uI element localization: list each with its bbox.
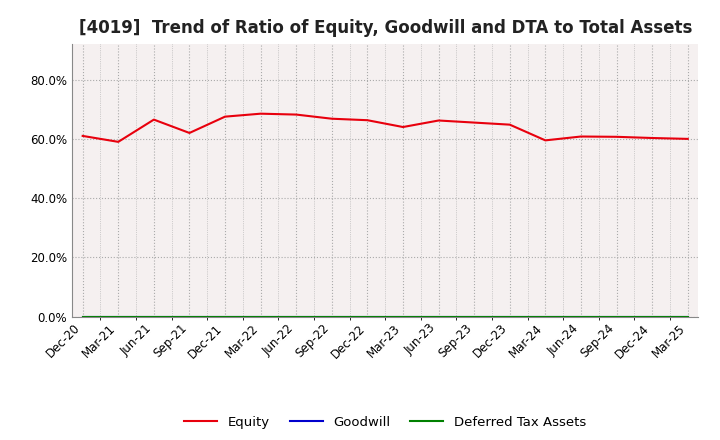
Deferred Tax Assets <box>363 314 372 319</box>
Goodwill <box>648 314 657 319</box>
Equity <box>221 114 230 119</box>
Goodwill <box>328 314 336 319</box>
Deferred Tax Assets <box>577 314 585 319</box>
Goodwill <box>434 314 443 319</box>
Equity <box>185 130 194 136</box>
Goodwill <box>612 314 621 319</box>
Deferred Tax Assets <box>328 314 336 319</box>
Deferred Tax Assets <box>292 314 300 319</box>
Equity <box>256 111 265 116</box>
Equity <box>470 120 479 125</box>
Goodwill <box>78 314 87 319</box>
Equity <box>683 136 692 142</box>
Deferred Tax Assets <box>434 314 443 319</box>
Goodwill <box>256 314 265 319</box>
Deferred Tax Assets <box>114 314 122 319</box>
Equity <box>399 125 408 130</box>
Goodwill <box>470 314 479 319</box>
Equity <box>577 134 585 139</box>
Equity <box>150 117 158 122</box>
Deferred Tax Assets <box>541 314 549 319</box>
Equity <box>505 122 514 127</box>
Deferred Tax Assets <box>683 314 692 319</box>
Goodwill <box>363 314 372 319</box>
Deferred Tax Assets <box>78 314 87 319</box>
Goodwill <box>577 314 585 319</box>
Deferred Tax Assets <box>648 314 657 319</box>
Goodwill <box>221 314 230 319</box>
Line: Equity: Equity <box>83 114 688 142</box>
Deferred Tax Assets <box>505 314 514 319</box>
Goodwill <box>185 314 194 319</box>
Deferred Tax Assets <box>399 314 408 319</box>
Goodwill <box>505 314 514 319</box>
Title: [4019]  Trend of Ratio of Equity, Goodwill and DTA to Total Assets: [4019] Trend of Ratio of Equity, Goodwil… <box>78 19 692 37</box>
Goodwill <box>399 314 408 319</box>
Equity <box>612 134 621 139</box>
Goodwill <box>541 314 549 319</box>
Equity <box>78 133 87 139</box>
Deferred Tax Assets <box>150 314 158 319</box>
Equity <box>434 118 443 123</box>
Goodwill <box>114 314 122 319</box>
Deferred Tax Assets <box>256 314 265 319</box>
Equity <box>292 112 300 117</box>
Deferred Tax Assets <box>470 314 479 319</box>
Deferred Tax Assets <box>221 314 230 319</box>
Equity <box>541 138 549 143</box>
Goodwill <box>292 314 300 319</box>
Goodwill <box>683 314 692 319</box>
Deferred Tax Assets <box>612 314 621 319</box>
Equity <box>648 136 657 141</box>
Equity <box>328 116 336 121</box>
Deferred Tax Assets <box>185 314 194 319</box>
Equity <box>363 117 372 123</box>
Equity <box>114 139 122 144</box>
Goodwill <box>150 314 158 319</box>
Legend: Equity, Goodwill, Deferred Tax Assets: Equity, Goodwill, Deferred Tax Assets <box>179 411 591 434</box>
